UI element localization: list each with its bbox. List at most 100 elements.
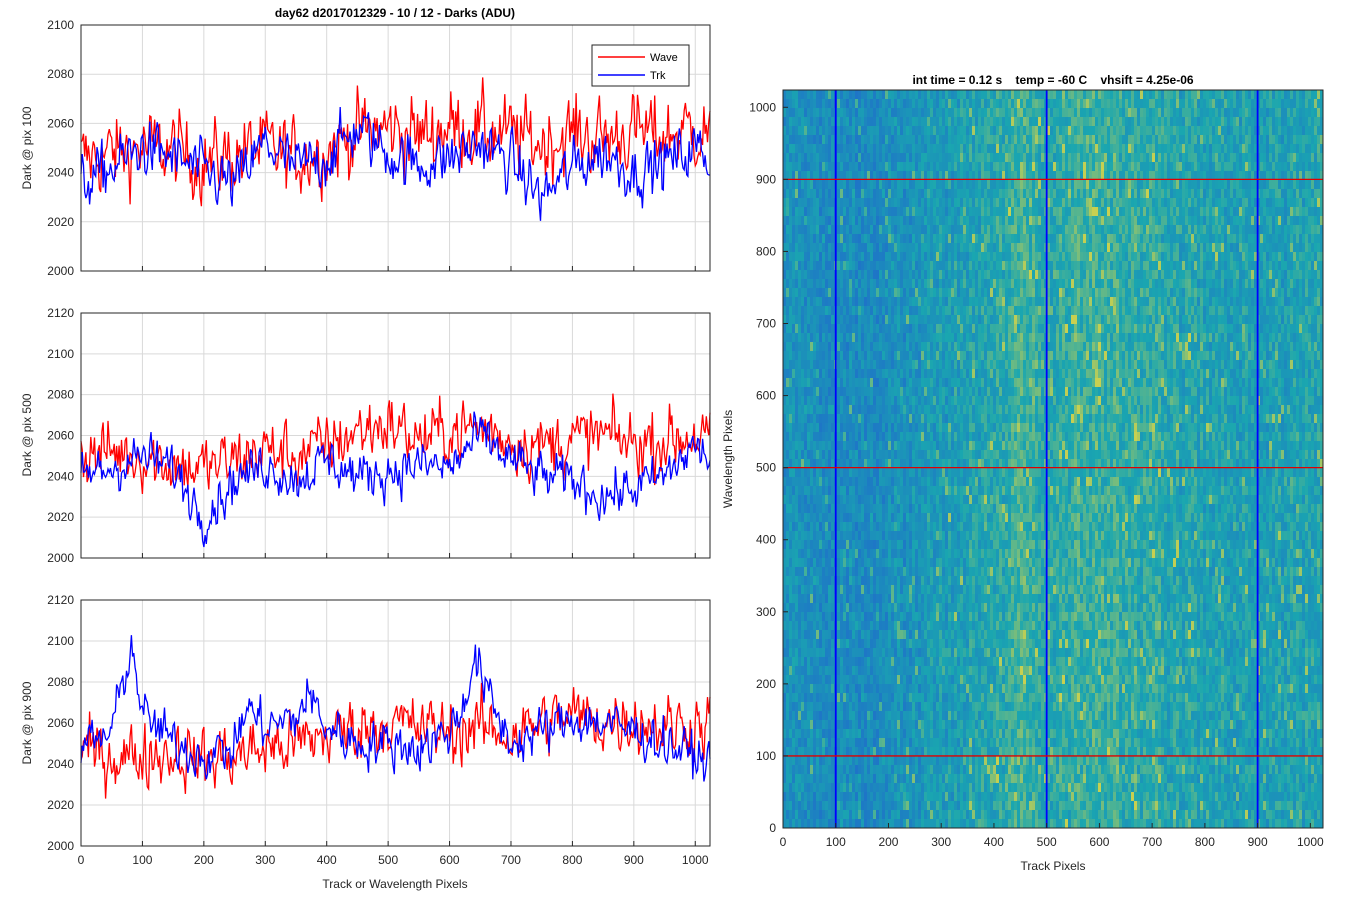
legend[interactable]: Wave Trk: [591, 44, 690, 87]
series-lines: [80, 393, 711, 548]
heatmap-cell: [954, 486, 958, 496]
heatmap-cell: [825, 612, 829, 622]
heatmap-cell: [879, 297, 883, 307]
heatmap-cell: [792, 261, 796, 271]
heatmap-cell: [891, 369, 895, 379]
heatmap-cell: [861, 468, 865, 478]
heatmap-cell: [864, 189, 868, 199]
heatmap-cell: [783, 477, 787, 487]
heatmap-cell: [918, 504, 922, 514]
heatmap-cell: [804, 306, 808, 316]
heatmap-cell: [819, 711, 823, 721]
heatmap-cell: [855, 333, 859, 343]
heatmap-cell: [873, 558, 877, 568]
heatmap-cell: [864, 171, 868, 181]
heatmap-cell: [786, 396, 790, 406]
heatmap-cell: [930, 243, 934, 253]
heatmap-cell: [927, 495, 931, 505]
heatmap-cell: [870, 675, 874, 685]
heatmap-cell: [813, 603, 817, 613]
heatmap-cell: [870, 747, 874, 757]
heatmap-cell: [867, 657, 871, 667]
heatmap-cell: [873, 216, 877, 226]
heatmap-cell: [801, 387, 805, 397]
heatmap-cell: [861, 684, 865, 694]
heatmap-cell: [849, 99, 853, 109]
heatmap-cell: [879, 234, 883, 244]
heatmap-cell: [927, 819, 931, 829]
heatmap-cell: [927, 603, 931, 613]
heatmap-cell: [918, 189, 922, 199]
heatmap-cell: [951, 252, 955, 262]
heatmap-cell: [813, 792, 817, 802]
heatmap-cell: [945, 657, 949, 667]
heatmap-cell: [912, 414, 916, 424]
heatmap-cell: [861, 513, 865, 523]
heatmap-cell: [813, 441, 817, 451]
heatmap-cell: [819, 234, 823, 244]
heatmap-cell: [918, 729, 922, 739]
heatmap-cell: [918, 783, 922, 793]
heatmap-cell: [810, 441, 814, 451]
heatmap-cell: [846, 765, 850, 775]
heatmap-cell: [873, 441, 877, 451]
heatmap-cell: [939, 702, 943, 712]
heatmap-cell: [927, 459, 931, 469]
heatmap-cell: [951, 684, 955, 694]
heatmap-cell: [855, 621, 859, 631]
heatmap-cell: [909, 675, 913, 685]
heatmap-cell: [798, 612, 802, 622]
heatmap-cell: [789, 153, 793, 163]
heatmap-cell: [861, 720, 865, 730]
heatmap-cell: [957, 729, 961, 739]
x-tick-label: 500: [378, 853, 398, 867]
heatmap-cell: [942, 711, 946, 721]
heatmap-cell: [789, 693, 793, 703]
heatmap-cell: [795, 693, 799, 703]
heatmap-cell: [933, 171, 937, 181]
heatmap-cell: [927, 243, 931, 253]
heatmap-cell: [861, 567, 865, 577]
heatmap-cell: [861, 558, 865, 568]
heatmap-cell: [825, 189, 829, 199]
heatmap-cell: [906, 261, 910, 271]
heatmap-cell: [942, 306, 946, 316]
heatmap-cell: [888, 153, 892, 163]
heatmap-cell: [942, 684, 946, 694]
heatmap-cell: [951, 765, 955, 775]
heatmap-cell: [864, 702, 868, 712]
heatmap-cell: [921, 612, 925, 622]
heatmap-cell: [954, 612, 958, 622]
heatmap-cell: [897, 693, 901, 703]
heatmap-cell: [957, 504, 961, 514]
heatmap-cell: [954, 423, 958, 433]
heatmap-cell: [942, 216, 946, 226]
heatmap-cell: [819, 810, 823, 820]
heatmap-cell: [870, 468, 874, 478]
heatmap-cell: [912, 792, 916, 802]
heatmap-cell: [885, 153, 889, 163]
heatmap-cell: [951, 324, 955, 334]
heatmap-cell: [843, 450, 847, 460]
heatmap-cell: [951, 333, 955, 343]
heatmap-cell: [927, 216, 931, 226]
heatmap-cell: [915, 243, 919, 253]
heatmap-cell: [795, 729, 799, 739]
heatmap-cell: [867, 531, 871, 541]
heatmap-cell: [915, 540, 919, 550]
heatmap-cell: [798, 243, 802, 253]
y-tick-label: 2060: [47, 116, 74, 130]
heatmap-cell: [783, 495, 787, 505]
heatmap-cell: [891, 117, 895, 127]
heatmap-cell: [795, 162, 799, 172]
heatmap-cell: [933, 711, 937, 721]
heatmap-cell: [876, 774, 880, 784]
heatmap-cell: [894, 558, 898, 568]
heatmap-cell: [798, 108, 802, 118]
heatmap-cell: [858, 360, 862, 370]
heatmap-cell: [879, 558, 883, 568]
heatmap-cell: [807, 576, 811, 586]
heatmap-cell: [903, 540, 907, 550]
heatmap-cell: [909, 261, 913, 271]
heatmap-cell: [789, 396, 793, 406]
